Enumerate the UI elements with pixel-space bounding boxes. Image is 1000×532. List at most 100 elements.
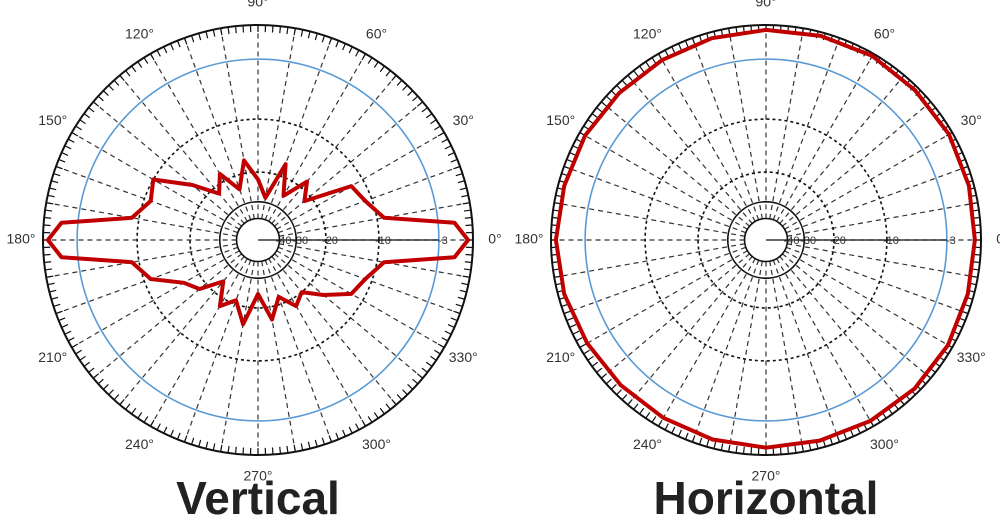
rim-tick <box>67 337 75 342</box>
r-tick-label: -3 <box>946 235 956 247</box>
rim-tick <box>83 113 91 119</box>
rim-tick <box>47 282 55 286</box>
rim-tick <box>447 152 455 156</box>
theta-tick-label: 240° <box>125 436 154 452</box>
rim-tick <box>190 437 195 445</box>
rim-tick <box>293 28 296 36</box>
rim-tick <box>591 361 599 367</box>
rim-tick <box>587 355 594 361</box>
rim-tick <box>447 324 455 328</box>
rim-tick <box>183 37 188 45</box>
theta-tick-label: 240° <box>633 436 662 452</box>
rim-tick <box>92 373 100 379</box>
rim-tick <box>678 429 682 437</box>
rim-tick <box>108 389 114 396</box>
rim-tick <box>621 394 628 401</box>
rim-tick <box>361 419 367 427</box>
rim-tick <box>220 28 223 36</box>
rim-tick <box>143 57 149 64</box>
spoke-line <box>784 250 953 349</box>
rim-tick <box>212 29 216 37</box>
rim-tick <box>205 441 209 449</box>
rim-tick <box>293 444 296 452</box>
rim-tick <box>47 194 55 198</box>
rim-tick <box>425 113 433 119</box>
theta-tick-label: 270° <box>244 468 273 484</box>
rim-tick <box>321 35 326 43</box>
rim-tick <box>566 158 574 163</box>
rim-tick <box>45 209 53 212</box>
theta-tick-label: 60° <box>874 25 895 41</box>
rim-tick <box>402 84 408 91</box>
theta-tick-label: 210° <box>38 349 67 365</box>
rim-tick <box>125 403 131 410</box>
rim-tick <box>596 367 603 373</box>
rim-tick <box>579 343 587 349</box>
rim-tick <box>463 209 471 212</box>
spoke-line <box>776 53 875 222</box>
rim-tick <box>51 296 59 300</box>
rim-tick <box>88 367 95 373</box>
rim-tick <box>600 101 608 107</box>
rim-tick <box>569 324 577 328</box>
rim-tick <box>279 26 282 34</box>
rim-tick <box>605 378 612 385</box>
rim-tick <box>314 439 318 447</box>
rim-tick <box>300 29 304 37</box>
theta-tick-label: 60° <box>366 25 387 41</box>
polar-chart: -40-30 -20 -10 -3 0° 30° 60° 90° 120° 150° 180° 210… <box>515 0 1000 524</box>
theta-tick-label: 210° <box>546 349 575 365</box>
rim-tick <box>49 187 57 191</box>
rim-tick <box>459 289 467 293</box>
rim-tick <box>407 90 414 96</box>
rim-tick <box>450 158 458 163</box>
rim-tick <box>137 412 143 419</box>
rim-tick <box>720 443 724 451</box>
r-tick-label: -20 <box>830 235 846 247</box>
rim-tick <box>421 107 428 113</box>
spoke-line <box>71 250 240 349</box>
rim-tick <box>307 31 311 39</box>
rim-tick <box>355 49 360 57</box>
rim-tick <box>645 61 651 68</box>
rim-tick <box>328 435 333 443</box>
spoke-line <box>276 131 445 230</box>
rim-tick <box>430 355 437 361</box>
rim-tick <box>227 27 230 35</box>
theta-tick-label: 300° <box>870 436 899 452</box>
theta-tick-label: 150° <box>546 112 575 128</box>
rim-tick <box>407 384 414 390</box>
rim-tick <box>794 445 797 453</box>
rim-tick <box>437 131 445 137</box>
rim-tick <box>437 343 445 349</box>
rim-tick <box>125 70 131 77</box>
rim-tick <box>651 416 657 423</box>
rim-tick <box>46 275 54 278</box>
rim-tick <box>321 437 326 445</box>
rim-tick <box>575 337 583 342</box>
rim-tick <box>391 74 397 82</box>
theta-tick-label: 0° <box>488 231 501 247</box>
rim-tick <box>176 432 181 440</box>
rim-tick <box>453 165 461 170</box>
rim-tick <box>108 84 114 91</box>
rim-tick <box>464 261 472 264</box>
rim-tick <box>396 394 403 401</box>
r-tick-label: -40 <box>276 235 292 247</box>
spoke-line <box>579 131 748 230</box>
rim-tick <box>58 158 66 163</box>
rim-tick <box>348 46 353 54</box>
spoke-line <box>268 258 367 427</box>
rim-tick <box>706 439 710 447</box>
rim-tick <box>735 445 738 453</box>
rim-tick <box>379 65 385 73</box>
rim-tick <box>75 349 82 355</box>
rim-tick <box>314 33 318 41</box>
spoke-line <box>784 131 953 230</box>
rim-tick <box>600 373 608 379</box>
rim-tick <box>149 53 155 61</box>
rim-tick <box>463 268 471 271</box>
r-tick-label: -10 <box>883 235 899 247</box>
rim-tick <box>342 429 346 437</box>
rim-tick <box>698 437 703 445</box>
